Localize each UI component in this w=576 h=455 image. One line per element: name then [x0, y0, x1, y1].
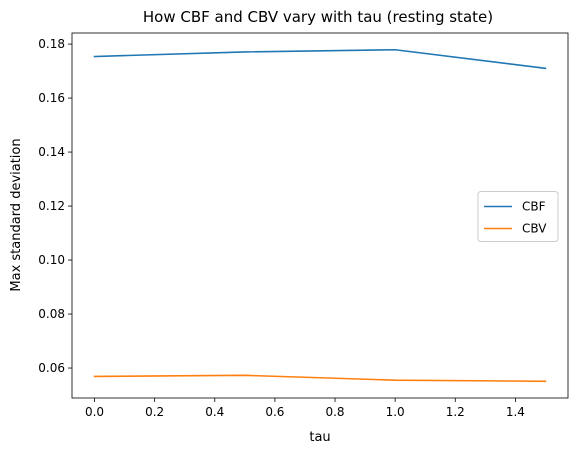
y-tick-label: 0.14 [38, 145, 65, 159]
legend-label-cbv: CBV [522, 222, 547, 236]
plot-frame [71, 32, 569, 399]
x-tick-label: 0.6 [265, 405, 284, 419]
x-tick-label: 0.4 [205, 405, 224, 419]
legend-label-cbf: CBF [522, 200, 546, 214]
x-axis-title: tau [309, 430, 330, 445]
y-axis-title: Max standard deviation [9, 138, 24, 291]
series-line-cbf [93, 48, 547, 70]
y-tick-label: 0.16 [38, 91, 65, 105]
x-tick-label: 1.4 [506, 405, 525, 419]
x-tick-label: 1.0 [386, 405, 405, 419]
plot-lines [93, 48, 547, 383]
y-tick-label: 0.18 [38, 37, 65, 51]
legend: CBF CBV [477, 191, 559, 242]
y-tick-label: 0.12 [38, 199, 65, 213]
y-tick-label: 0.08 [38, 307, 65, 321]
x-tick-label: 0.2 [145, 405, 164, 419]
x-tick-label: 0.8 [325, 405, 344, 419]
series-line-cbv [93, 374, 547, 383]
x-tick-label: 1.2 [446, 405, 465, 419]
y-tick-label: 0.06 [38, 361, 65, 375]
x-axis: 0.0 0.2 0.4 0.6 0.8 1.0 1.2 1.4 [85, 398, 525, 419]
y-axis: 0.06 0.08 0.10 0.12 0.14 0.16 0.18 [38, 37, 72, 375]
x-tick-label: 0.0 [85, 405, 104, 419]
chart-title: How CBF and CBV vary with tau (resting s… [143, 8, 493, 26]
y-tick-label: 0.10 [38, 253, 65, 267]
